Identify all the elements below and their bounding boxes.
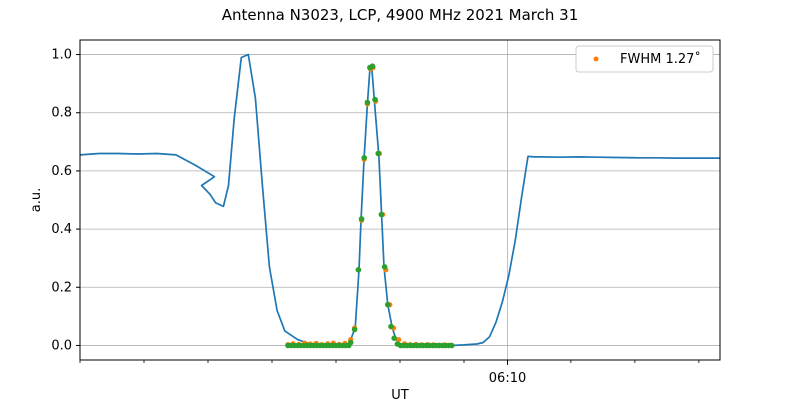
data-point-green <box>351 326 358 333</box>
legend-box <box>575 45 714 73</box>
data-point-green <box>358 216 365 222</box>
data-point-green <box>381 264 388 270</box>
legend: FWHM 1.27˚ <box>575 45 714 73</box>
chart-title: Antenna N3023, LCP, 4900 MHz 2021 March … <box>222 6 579 24</box>
y-tick-label: 0.8 <box>51 106 72 121</box>
legend-marker <box>593 56 599 62</box>
y-axis-label: a.u. <box>29 188 44 212</box>
data-point-green <box>364 99 371 106</box>
y-tick-label: 1.0 <box>51 48 72 63</box>
data-point-green <box>388 323 394 330</box>
data-point-green <box>372 96 378 103</box>
data-point-green <box>369 63 376 69</box>
grid <box>80 40 720 360</box>
data-point-green <box>449 342 455 349</box>
y-tick-label: 0.0 <box>51 338 72 353</box>
data-point-green <box>361 155 368 161</box>
x-axis-ticks: 06:10 <box>79 360 700 386</box>
axes-frame <box>79 39 721 361</box>
data-point-orange <box>396 337 402 343</box>
y-tick-label: 0.2 <box>51 280 72 295</box>
data-point-green <box>378 211 385 218</box>
x-axis-label: UT <box>391 388 409 400</box>
data-point-green <box>355 267 362 273</box>
y-axis-ticks: 0.0 0.2 0.4 0.6 0.8 1.0 <box>51 48 80 353</box>
x-tick-label: 06:10 <box>489 371 526 386</box>
data-point-green <box>347 339 354 346</box>
y-tick-label: 0.6 <box>51 164 72 179</box>
data-point-green <box>385 301 391 308</box>
y-tick-label: 0.4 <box>51 222 72 237</box>
data-point-green <box>391 335 398 342</box>
plot-area <box>79 53 720 349</box>
legend-label: FWHM 1.27˚ <box>620 51 701 67</box>
data-point-green <box>375 150 382 157</box>
series-line <box>79 53 720 347</box>
